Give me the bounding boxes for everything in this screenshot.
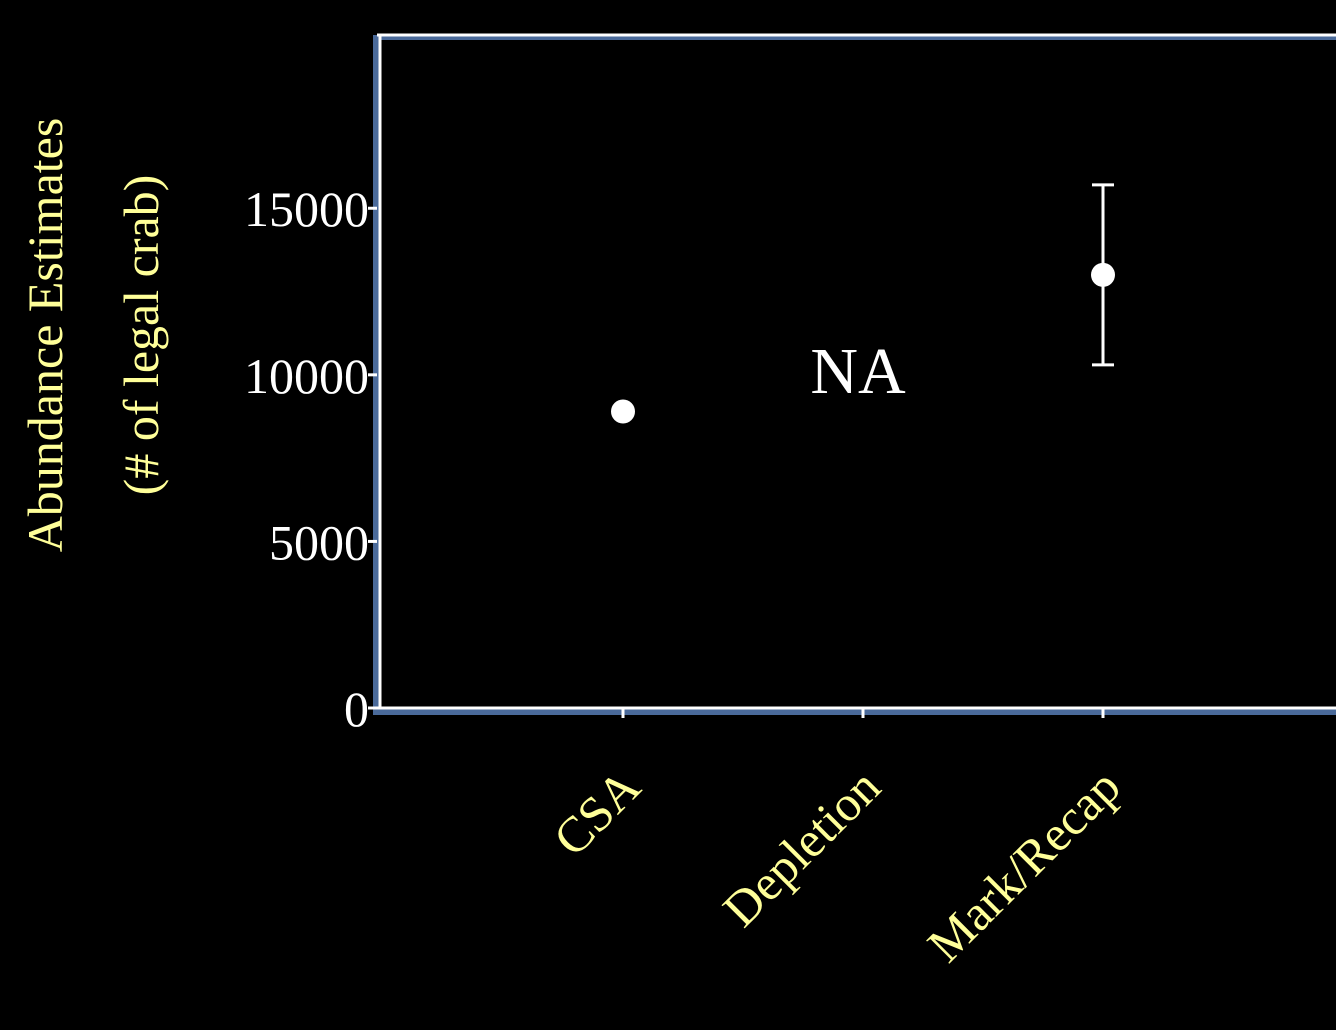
y-tick-label: 0: [344, 681, 369, 737]
y-tick-label: 15000: [244, 181, 369, 237]
y-axis-label: Abundance Estimates (# of legal crab): [17, 118, 169, 553]
y-axis-label-line-2: (# of legal crab): [113, 175, 169, 496]
y-tick-label: 5000: [269, 514, 369, 570]
data-marks: NA: [611, 183, 1115, 424]
data-point: [611, 399, 635, 424]
y-ticks: 0 5000 10000 15000: [244, 181, 377, 737]
y-axis-label-line-1: Abundance Estimates: [17, 118, 73, 553]
na-label: NA: [810, 335, 906, 408]
data-point: [1091, 262, 1115, 287]
y-tick-label: 10000: [244, 348, 369, 404]
